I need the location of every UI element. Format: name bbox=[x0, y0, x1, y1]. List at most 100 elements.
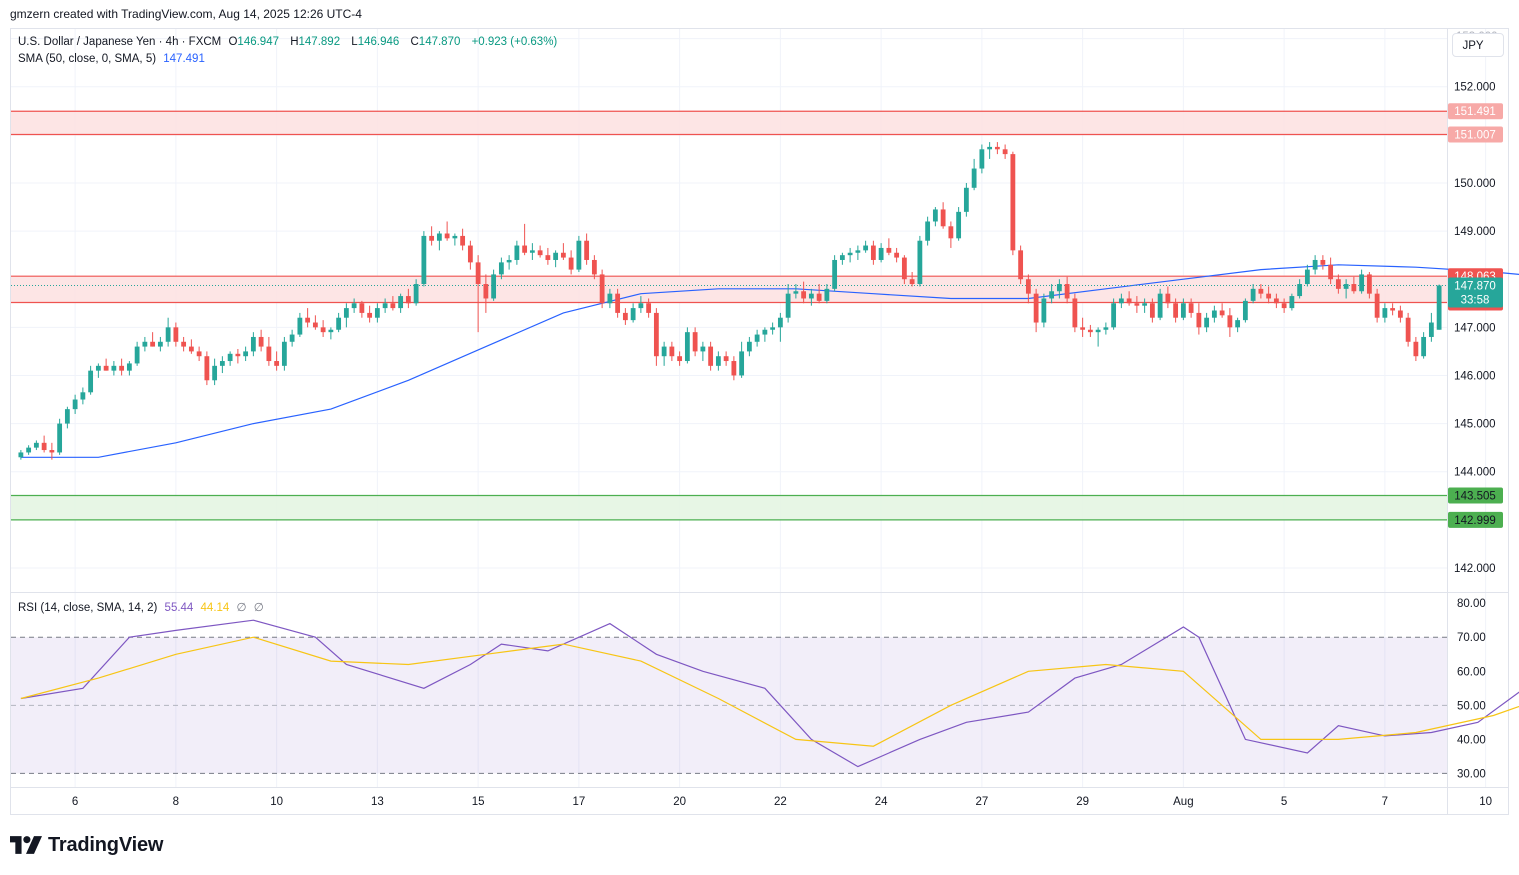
time-tick-label: 8 bbox=[173, 796, 179, 808]
candle-body bbox=[312, 322, 318, 328]
candle-body bbox=[64, 409, 70, 424]
zone-tag-bottom: 151.007 bbox=[1454, 130, 1496, 142]
price-tick-label: 149.000 bbox=[1454, 226, 1496, 238]
tradingview-logo-icon bbox=[10, 836, 42, 854]
candle-body bbox=[297, 317, 303, 335]
candle-body bbox=[320, 327, 326, 333]
candle-body bbox=[204, 356, 210, 381]
candle-body bbox=[1118, 298, 1124, 304]
candle-body bbox=[289, 334, 295, 342]
candle-body bbox=[770, 327, 776, 330]
candle-body bbox=[847, 252, 853, 256]
candle-body bbox=[545, 255, 551, 260]
candle-body bbox=[762, 329, 768, 335]
candle-body bbox=[227, 353, 233, 362]
candle-body bbox=[1235, 320, 1241, 328]
candle-body bbox=[568, 257, 574, 270]
sma-label[interactable]: SMA (50, close, 0, SMA, 5) bbox=[18, 53, 157, 65]
candle-body bbox=[111, 365, 117, 371]
candle-body bbox=[715, 356, 721, 366]
chart-frame[interactable] bbox=[10, 28, 1509, 815]
time-tick-label: 10 bbox=[1479, 796, 1492, 808]
candle-body bbox=[1289, 296, 1295, 309]
candle-body bbox=[1382, 308, 1388, 318]
candle-body bbox=[258, 336, 264, 347]
candle-body bbox=[1142, 303, 1148, 306]
candle-body bbox=[677, 356, 683, 362]
price-tick-label: 144.000 bbox=[1454, 467, 1496, 479]
candle-body bbox=[1242, 300, 1248, 321]
candle-body bbox=[1351, 284, 1357, 292]
time-tick-label: 27 bbox=[975, 796, 988, 808]
candle-body bbox=[1335, 279, 1341, 289]
candle-body bbox=[57, 423, 63, 453]
price-tick-label: 152.000 bbox=[1454, 82, 1496, 94]
candle-body bbox=[630, 308, 636, 321]
candle-body bbox=[467, 245, 473, 263]
candle-body bbox=[948, 226, 954, 239]
candle-body bbox=[669, 346, 675, 357]
candle-body bbox=[816, 293, 822, 301]
candle-body bbox=[638, 303, 644, 309]
price-tick-label: 150.000 bbox=[1454, 178, 1496, 190]
candle-body bbox=[894, 252, 900, 258]
last-price-tag-bg bbox=[1448, 277, 1503, 308]
candle-body bbox=[1374, 293, 1380, 318]
rsi-extra-value-2: ∅ bbox=[253, 602, 264, 614]
candle-body bbox=[1049, 291, 1055, 299]
candle-body bbox=[305, 317, 311, 323]
zone-support-2 bbox=[11, 495, 1447, 520]
candle-body bbox=[328, 329, 334, 333]
candle-body bbox=[963, 187, 969, 212]
candle-body bbox=[1421, 336, 1427, 357]
high-value: 147.892 bbox=[298, 36, 341, 48]
created-by-caption: gmzern created with TradingView.com, Aug… bbox=[10, 7, 362, 21]
sma-line bbox=[20, 264, 1519, 458]
symbol-label[interactable]: U.S. Dollar / Japanese Yen · 4h · FXCM bbox=[18, 36, 222, 48]
time-tick-label: 29 bbox=[1076, 796, 1089, 808]
rsi-tick-label: 60.00 bbox=[1457, 666, 1486, 678]
candle-body bbox=[591, 259, 597, 275]
candle-body bbox=[126, 363, 132, 371]
currency-button[interactable]: JPY bbox=[1452, 33, 1504, 57]
candle-body bbox=[878, 247, 884, 260]
candle-body bbox=[560, 252, 566, 258]
candle-body bbox=[421, 235, 427, 285]
close-label: C bbox=[410, 36, 419, 48]
candle-body bbox=[1250, 288, 1256, 301]
candle-body bbox=[1343, 284, 1349, 289]
candle-body bbox=[917, 240, 923, 285]
time-tick-label: 5 bbox=[1281, 796, 1287, 808]
price-tick-label: 142.000 bbox=[1454, 563, 1496, 575]
time-tick-label: 15 bbox=[472, 796, 485, 808]
candle-body bbox=[452, 235, 458, 239]
rsi-label[interactable]: RSI (14, close, SMA, 14, 2) bbox=[18, 602, 158, 614]
zone-tag-bottom-bg bbox=[1448, 511, 1503, 528]
rsi-value: 55.44 bbox=[164, 602, 194, 614]
candle-body bbox=[1126, 298, 1132, 304]
candle-body bbox=[584, 240, 590, 260]
candle-body bbox=[1428, 322, 1434, 337]
candle-body bbox=[855, 250, 861, 253]
candle-body bbox=[95, 365, 101, 371]
candle-body bbox=[1273, 298, 1279, 304]
rsi-legend: RSI (14, close, SMA, 14, 2) 55.44 44.14 … bbox=[18, 600, 268, 614]
candle-body bbox=[26, 447, 32, 453]
candle-body bbox=[932, 209, 938, 222]
time-tick-label: Aug bbox=[1173, 796, 1193, 808]
candle-body bbox=[142, 341, 148, 347]
candle-body bbox=[1149, 303, 1155, 318]
candle-body bbox=[18, 452, 24, 458]
candle-body bbox=[134, 346, 140, 364]
candle-body bbox=[754, 334, 760, 342]
candle-body bbox=[901, 257, 907, 280]
candle-body bbox=[1304, 269, 1310, 285]
candle-body bbox=[150, 341, 156, 347]
candle-body bbox=[1111, 303, 1117, 328]
candle-body bbox=[49, 450, 55, 453]
candle-body bbox=[491, 274, 497, 299]
tradingview-logo[interactable]: TradingView bbox=[10, 833, 163, 857]
candle-body bbox=[514, 245, 520, 260]
time-tick-label: 22 bbox=[774, 796, 787, 808]
